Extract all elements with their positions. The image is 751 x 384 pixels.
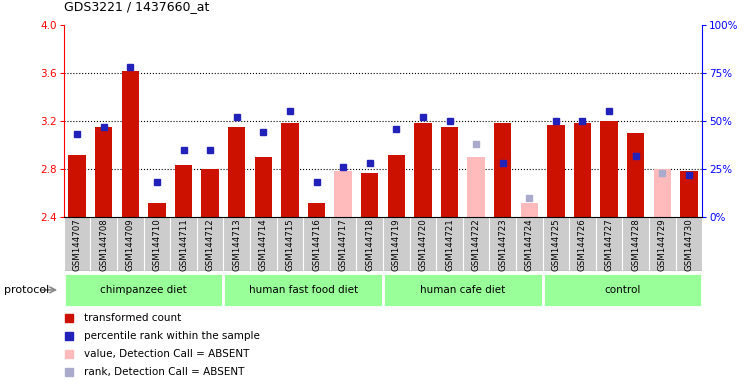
- Text: value, Detection Call = ABSENT: value, Detection Call = ABSENT: [84, 349, 249, 359]
- Bar: [282, 123, 299, 217]
- Text: GSM144726: GSM144726: [578, 218, 587, 271]
- Text: GSM144708: GSM144708: [99, 218, 108, 271]
- Text: control: control: [605, 285, 641, 295]
- Bar: [494, 123, 511, 217]
- Text: GSM144715: GSM144715: [285, 218, 294, 271]
- Bar: [68, 155, 86, 217]
- Text: percentile rank within the sample: percentile rank within the sample: [84, 331, 260, 341]
- Text: transformed count: transformed count: [84, 313, 182, 323]
- Text: GSM144723: GSM144723: [498, 218, 507, 271]
- Text: GSM144719: GSM144719: [392, 218, 401, 271]
- Text: GSM144724: GSM144724: [525, 218, 534, 271]
- Text: protocol: protocol: [4, 285, 49, 295]
- Text: GSM144722: GSM144722: [472, 218, 481, 271]
- Bar: [361, 172, 379, 217]
- Text: rank, Detection Call = ABSENT: rank, Detection Call = ABSENT: [84, 367, 245, 377]
- Text: GSM144729: GSM144729: [658, 218, 667, 271]
- Text: GSM144711: GSM144711: [179, 218, 188, 271]
- Bar: [601, 121, 618, 217]
- Bar: [467, 157, 484, 217]
- Bar: [95, 127, 113, 217]
- Bar: [680, 171, 698, 217]
- Text: GSM144707: GSM144707: [73, 218, 82, 271]
- Text: GSM144718: GSM144718: [365, 218, 374, 271]
- Text: GSM144730: GSM144730: [684, 218, 693, 271]
- Bar: [201, 169, 219, 217]
- Bar: [64, 273, 224, 307]
- Text: GDS3221 / 1437660_at: GDS3221 / 1437660_at: [64, 0, 210, 13]
- Bar: [547, 124, 565, 217]
- Bar: [383, 273, 542, 307]
- Text: GSM144720: GSM144720: [418, 218, 427, 271]
- Text: GSM144717: GSM144717: [339, 218, 348, 271]
- Text: GSM144714: GSM144714: [259, 218, 268, 271]
- Bar: [543, 273, 702, 307]
- Text: GSM144725: GSM144725: [551, 218, 560, 271]
- Bar: [308, 203, 325, 217]
- Text: human cafe diet: human cafe diet: [420, 285, 505, 295]
- Bar: [255, 157, 272, 217]
- Bar: [122, 71, 139, 217]
- Text: GSM144709: GSM144709: [126, 218, 135, 271]
- Text: GSM144721: GSM144721: [445, 218, 454, 271]
- Bar: [175, 166, 192, 217]
- Text: GSM144727: GSM144727: [605, 218, 614, 271]
- Text: GSM144716: GSM144716: [312, 218, 321, 271]
- Bar: [520, 203, 538, 217]
- Bar: [653, 169, 671, 217]
- Bar: [574, 123, 591, 217]
- Bar: [224, 273, 383, 307]
- Text: GSM144728: GSM144728: [631, 218, 640, 271]
- Bar: [415, 123, 432, 217]
- Text: GSM144712: GSM144712: [206, 218, 215, 271]
- Text: GSM144710: GSM144710: [152, 218, 161, 271]
- Text: human fast food diet: human fast food diet: [249, 285, 357, 295]
- Bar: [148, 203, 165, 217]
- Bar: [388, 155, 405, 217]
- Text: GSM144713: GSM144713: [232, 218, 241, 271]
- Text: chimpanzee diet: chimpanzee diet: [100, 285, 187, 295]
- Bar: [441, 127, 458, 217]
- Bar: [228, 127, 246, 217]
- Bar: [627, 133, 644, 217]
- Bar: [334, 171, 351, 217]
